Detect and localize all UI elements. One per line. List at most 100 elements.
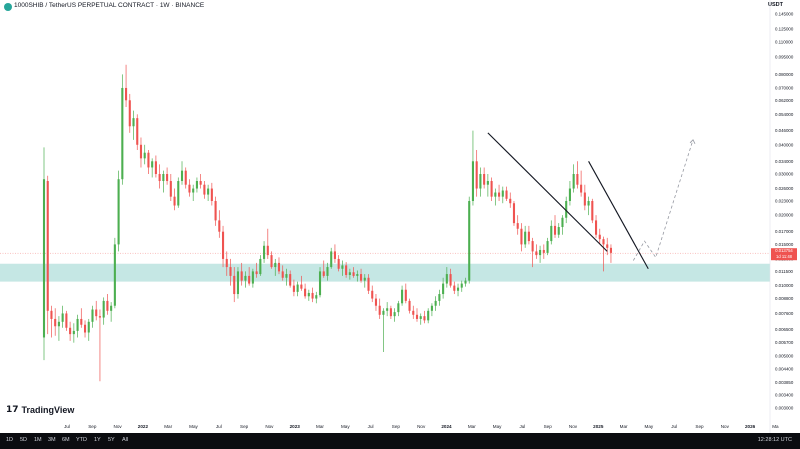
projection-arrow bbox=[689, 139, 696, 145]
candle-body bbox=[54, 318, 57, 327]
candle-body bbox=[154, 161, 157, 175]
candle-body bbox=[277, 262, 281, 272]
candle-body bbox=[419, 316, 422, 319]
timeframe-button-5d[interactable]: 5D bbox=[20, 437, 28, 443]
candle-body bbox=[498, 192, 501, 197]
candle-body bbox=[151, 161, 154, 168]
candle-body bbox=[307, 292, 310, 297]
candle-body bbox=[46, 181, 49, 311]
price-tick-label: 0.080000 bbox=[775, 72, 794, 77]
candle-body bbox=[61, 313, 64, 322]
candle-body bbox=[434, 300, 437, 306]
candle-body bbox=[296, 284, 299, 292]
utc-clock[interactable]: 12:28:12 UTC bbox=[757, 437, 792, 443]
candle-body bbox=[520, 228, 523, 245]
candle-body bbox=[580, 184, 583, 193]
price-tick-label: 0.062000 bbox=[775, 98, 794, 103]
timeframe-button-ytd[interactable]: YTD bbox=[76, 437, 87, 443]
price-chart[interactable]: 0.145000 0.125000 0.110000 0.095000 0.080000… bbox=[0, 0, 800, 433]
time-tick-label: Sep bbox=[695, 424, 704, 429]
candle-body bbox=[468, 200, 471, 281]
candle-body bbox=[292, 285, 295, 292]
symbol-title[interactable]: 1000SHIB / TetherUS PERPETUAL CONTRACT ·… bbox=[14, 2, 205, 9]
time-tick-label: Nov bbox=[417, 424, 426, 429]
candle-body bbox=[106, 300, 109, 311]
candle-body bbox=[356, 274, 359, 276]
candle-body bbox=[50, 310, 53, 319]
time-tick-label: Nov bbox=[114, 424, 123, 429]
candle-body bbox=[102, 300, 105, 318]
timeframe-button-5y[interactable]: 5Y bbox=[108, 437, 115, 443]
tradingview-logo[interactable]: 17 TradingView bbox=[6, 405, 74, 415]
timeframe-button-1d[interactable]: 1D bbox=[6, 437, 14, 443]
time-tick-label: Nov bbox=[721, 424, 730, 429]
candle-body bbox=[471, 161, 474, 201]
candle-body bbox=[464, 280, 467, 284]
price-tick-label: 0.030000 bbox=[775, 172, 794, 177]
candle-body bbox=[236, 271, 240, 295]
timeframe-button-1m[interactable]: 1M bbox=[34, 437, 42, 443]
candle-body bbox=[289, 274, 292, 286]
timeframe-button-all[interactable]: All bbox=[122, 437, 129, 443]
candle-body bbox=[486, 181, 489, 185]
candle-body bbox=[251, 271, 254, 284]
candle-body bbox=[453, 285, 456, 291]
price-tick-label: 0.005700 bbox=[775, 340, 794, 345]
support-zone bbox=[0, 263, 770, 282]
price-tick-label: 0.011500 bbox=[775, 269, 794, 274]
candle-body bbox=[184, 170, 187, 185]
candle-body bbox=[442, 283, 445, 295]
candle-body bbox=[57, 321, 60, 327]
price-tick-label: 0.003850 bbox=[775, 380, 794, 385]
price-tick-label: 0.020000 bbox=[775, 213, 794, 218]
time-tick-label: Ma bbox=[772, 424, 779, 429]
candle-body bbox=[557, 227, 560, 235]
candle-body bbox=[337, 258, 340, 269]
candle-body bbox=[147, 152, 150, 168]
candle-body bbox=[591, 200, 594, 221]
price-tick-label: 0.003400 bbox=[775, 393, 794, 398]
time-tick-label: Jul bbox=[368, 424, 374, 429]
candle-body bbox=[218, 220, 221, 232]
trendline bbox=[588, 161, 649, 270]
candle-body bbox=[69, 327, 72, 335]
candle-body bbox=[415, 314, 419, 319]
candle-body bbox=[404, 289, 407, 301]
candle-body bbox=[516, 223, 519, 229]
timeframe-button-6m[interactable]: 6M bbox=[62, 437, 70, 443]
candle-body bbox=[199, 181, 202, 185]
timeframe-button-1y[interactable]: 1Y bbox=[94, 437, 101, 443]
candle-body bbox=[158, 174, 161, 182]
time-tick-label: May bbox=[341, 424, 350, 429]
time-tick-label: Jul bbox=[519, 424, 525, 429]
candles bbox=[42, 64, 613, 382]
currency-label[interactable]: USDT bbox=[768, 2, 783, 8]
price-tick-label: 0.040000 bbox=[775, 142, 794, 147]
bar-countdown-tag: 1d 11:48 bbox=[776, 253, 792, 259]
price-tick-label: 0.006500 bbox=[775, 327, 794, 332]
candle-body bbox=[382, 310, 385, 315]
candle-body bbox=[561, 217, 564, 228]
candle-body bbox=[345, 265, 348, 275]
timeframe-button-3m[interactable]: 3M bbox=[48, 437, 56, 443]
time-tick-label: May bbox=[645, 424, 654, 429]
candle-body bbox=[505, 190, 508, 199]
candle-body bbox=[139, 144, 143, 159]
candle-body bbox=[583, 192, 586, 206]
candle-body bbox=[460, 283, 463, 288]
candle-body bbox=[449, 274, 452, 286]
symbol-logo-icon bbox=[4, 3, 12, 11]
chart-header: 1000SHIB / TetherUS PERPETUAL CONTRACT ·… bbox=[0, 0, 800, 14]
candle-body bbox=[128, 100, 131, 127]
time-tick-label: Sep bbox=[392, 424, 401, 429]
candle-body bbox=[483, 174, 486, 185]
time-tick-label: May bbox=[189, 424, 198, 429]
candle-body bbox=[169, 181, 172, 197]
candle-body bbox=[363, 277, 366, 281]
time-tick-label: 2023 bbox=[290, 424, 301, 429]
candle-body bbox=[456, 287, 460, 291]
candle-body bbox=[192, 188, 195, 193]
candle-body bbox=[195, 181, 198, 189]
candle-body bbox=[479, 174, 482, 189]
price-tick-label: 0.003000 bbox=[775, 405, 794, 410]
